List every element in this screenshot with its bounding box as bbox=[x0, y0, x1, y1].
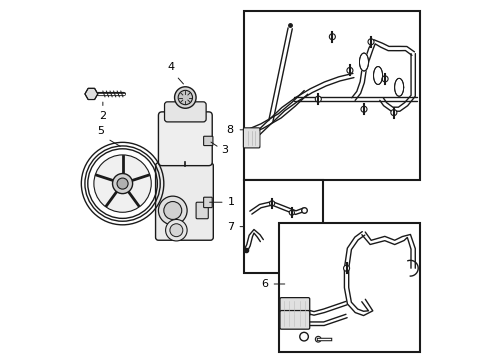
Text: 4: 4 bbox=[167, 62, 174, 72]
Circle shape bbox=[367, 39, 373, 45]
Circle shape bbox=[289, 210, 294, 215]
Circle shape bbox=[174, 87, 196, 108]
Circle shape bbox=[112, 174, 132, 194]
FancyBboxPatch shape bbox=[164, 102, 206, 122]
Text: 8: 8 bbox=[226, 125, 233, 135]
Circle shape bbox=[269, 201, 274, 206]
Polygon shape bbox=[359, 53, 368, 71]
Circle shape bbox=[163, 202, 182, 220]
Circle shape bbox=[329, 34, 335, 40]
Circle shape bbox=[158, 196, 187, 225]
Bar bbox=[278, 223, 419, 352]
Circle shape bbox=[315, 96, 321, 102]
Circle shape bbox=[94, 155, 151, 212]
Polygon shape bbox=[394, 78, 403, 96]
Circle shape bbox=[169, 224, 183, 237]
FancyBboxPatch shape bbox=[280, 298, 309, 316]
FancyBboxPatch shape bbox=[280, 311, 309, 329]
Circle shape bbox=[390, 109, 396, 116]
Circle shape bbox=[381, 76, 387, 82]
Circle shape bbox=[360, 106, 366, 112]
Circle shape bbox=[343, 265, 349, 271]
Text: 7: 7 bbox=[226, 222, 233, 231]
Text: 3: 3 bbox=[221, 144, 228, 154]
Text: 5: 5 bbox=[98, 126, 104, 136]
Circle shape bbox=[346, 67, 352, 73]
Bar bbox=[244, 12, 419, 180]
FancyBboxPatch shape bbox=[155, 163, 213, 240]
FancyBboxPatch shape bbox=[203, 197, 212, 208]
Circle shape bbox=[165, 220, 187, 241]
FancyBboxPatch shape bbox=[158, 112, 212, 166]
Text: 1: 1 bbox=[227, 197, 234, 207]
Polygon shape bbox=[85, 88, 98, 99]
FancyBboxPatch shape bbox=[243, 128, 259, 148]
FancyBboxPatch shape bbox=[203, 136, 212, 145]
Text: 6: 6 bbox=[260, 279, 267, 289]
Polygon shape bbox=[373, 67, 382, 85]
FancyBboxPatch shape bbox=[196, 202, 208, 219]
Text: 2: 2 bbox=[99, 111, 106, 121]
Circle shape bbox=[117, 178, 128, 189]
Circle shape bbox=[178, 90, 192, 105]
Bar bbox=[244, 180, 323, 273]
